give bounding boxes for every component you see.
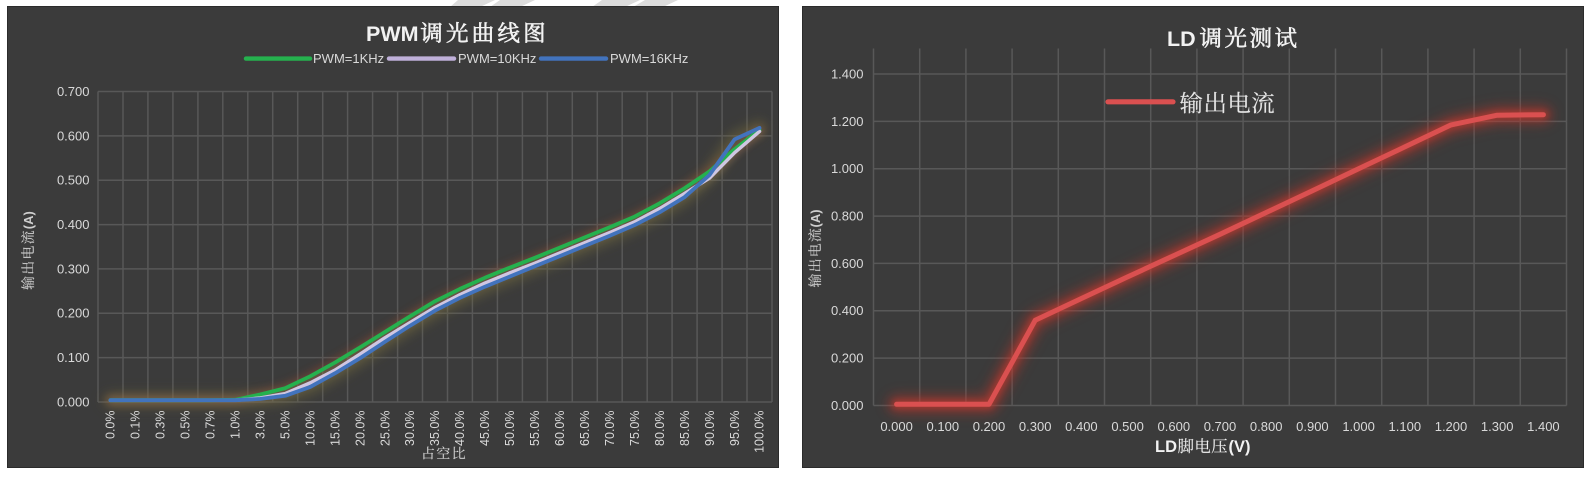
svg-text:90.0%: 90.0%: [703, 411, 717, 446]
svg-text:0.000: 0.000: [831, 398, 864, 413]
svg-text:30.0%: 30.0%: [403, 411, 417, 446]
svg-text:PWM=1KHz: PWM=1KHz: [313, 51, 384, 66]
svg-text:0.7%: 0.7%: [204, 411, 218, 440]
svg-text:45.0%: 45.0%: [478, 411, 492, 446]
svg-text:25.0%: 25.0%: [378, 411, 392, 446]
svg-text:LD: LD: [1167, 27, 1196, 51]
svg-text:50.0%: 50.0%: [503, 411, 517, 446]
svg-text:35.0%: 35.0%: [428, 411, 442, 446]
svg-text:0.800: 0.800: [1250, 419, 1283, 434]
svg-text:3.0%: 3.0%: [254, 411, 268, 440]
svg-text:0.5%: 0.5%: [179, 411, 193, 440]
svg-text:10.0%: 10.0%: [303, 411, 317, 446]
svg-text:20.0%: 20.0%: [353, 411, 367, 446]
svg-text:0.300: 0.300: [1019, 419, 1052, 434]
svg-text:0.800: 0.800: [831, 209, 864, 224]
svg-text:0.700: 0.700: [1204, 419, 1237, 434]
svg-text:1.200: 1.200: [831, 114, 864, 129]
svg-text:0.400: 0.400: [831, 303, 864, 318]
svg-text:0.900: 0.900: [1296, 419, 1329, 434]
svg-text:0.600: 0.600: [1158, 419, 1191, 434]
svg-text:0.000: 0.000: [57, 394, 90, 409]
svg-text:1.000: 1.000: [831, 161, 864, 176]
svg-text:PWM=10KHz: PWM=10KHz: [458, 51, 536, 66]
svg-text:0.0%: 0.0%: [104, 411, 118, 440]
svg-text:65.0%: 65.0%: [578, 411, 592, 446]
svg-text:5.0%: 5.0%: [278, 411, 292, 440]
svg-text:1.400: 1.400: [1527, 419, 1560, 434]
svg-text:0.600: 0.600: [831, 256, 864, 271]
svg-text:0.600: 0.600: [57, 128, 90, 143]
svg-text:1.000: 1.000: [1342, 419, 1375, 434]
svg-text:1.200: 1.200: [1435, 419, 1468, 434]
svg-text:0.400: 0.400: [57, 217, 90, 232]
svg-text:PWM=16KHz: PWM=16KHz: [610, 51, 688, 66]
svg-text:70.0%: 70.0%: [603, 411, 617, 446]
svg-text:0.500: 0.500: [57, 173, 90, 188]
svg-text:15.0%: 15.0%: [328, 411, 342, 446]
svg-text:1.0%: 1.0%: [229, 411, 243, 440]
svg-text:1.300: 1.300: [1481, 419, 1514, 434]
svg-text:0.200: 0.200: [57, 306, 90, 321]
svg-text:LD: LD: [1155, 438, 1177, 456]
svg-text:(V): (V): [1229, 438, 1251, 456]
svg-text:0.000: 0.000: [880, 419, 913, 434]
svg-text:0.300: 0.300: [57, 261, 90, 276]
svg-text:80.0%: 80.0%: [653, 411, 667, 446]
svg-text:60.0%: 60.0%: [553, 411, 567, 446]
svg-text:85.0%: 85.0%: [678, 411, 692, 446]
svg-text:95.0%: 95.0%: [728, 411, 742, 446]
svg-text:(A): (A): [21, 211, 36, 229]
svg-text:(A): (A): [808, 209, 823, 227]
svg-text:40.0%: 40.0%: [453, 411, 467, 446]
svg-text:0.3%: 0.3%: [154, 411, 168, 440]
svg-text:0.100: 0.100: [927, 419, 960, 434]
svg-text:0.400: 0.400: [1065, 419, 1098, 434]
svg-text:0.200: 0.200: [831, 351, 864, 366]
svg-text:0.1%: 0.1%: [129, 411, 143, 440]
svg-text:0.100: 0.100: [57, 350, 90, 365]
svg-text:PWM: PWM: [366, 22, 419, 46]
svg-text:55.0%: 55.0%: [528, 411, 542, 446]
svg-text:100.0%: 100.0%: [753, 411, 767, 453]
svg-text:75.0%: 75.0%: [628, 411, 642, 446]
svg-text:1.400: 1.400: [831, 66, 864, 81]
svg-text:0.200: 0.200: [973, 419, 1006, 434]
svg-text:1.100: 1.100: [1389, 419, 1422, 434]
svg-text:0.700: 0.700: [57, 84, 90, 99]
svg-text:0.500: 0.500: [1111, 419, 1144, 434]
